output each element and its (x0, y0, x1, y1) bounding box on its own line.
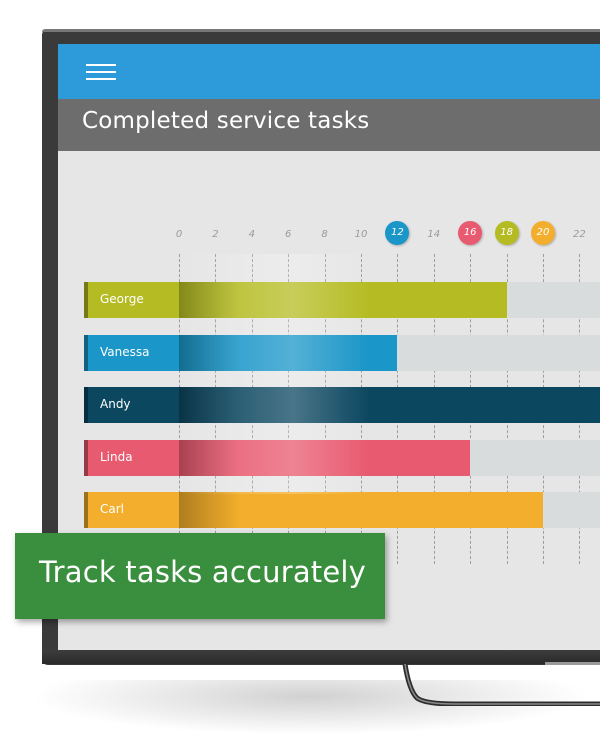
tv-bottom-bezel (42, 650, 600, 664)
x-tick-12: 12 (385, 221, 410, 245)
x-tick-4: 4 (248, 229, 255, 240)
chart-row-vanessa: Vanessa (84, 334, 600, 371)
x-tick-14: 14 (427, 229, 441, 240)
row-label: Carl (100, 502, 124, 516)
bar-vanessa (179, 334, 398, 371)
row-label: George (100, 292, 144, 306)
promo-banner: Track tasks accurately (15, 533, 385, 619)
tv-stand (402, 662, 600, 706)
title-bar: Completed service tasks (58, 99, 600, 151)
row-label: Andy (100, 397, 131, 411)
row-label-cell: Carl (84, 492, 179, 528)
hamburger-menu-icon[interactable] (86, 64, 116, 80)
x-tick-0: 0 (175, 229, 183, 240)
bar-andy (179, 387, 600, 423)
row-label-cell: Vanessa (84, 334, 179, 371)
banner-text: Track tasks accurately (39, 555, 367, 589)
chart-row-andy: Andy (84, 387, 600, 423)
x-tick-16: 16 (458, 221, 483, 245)
x-tick-6: 6 (285, 229, 292, 240)
x-tick-22: 22 (573, 229, 586, 240)
row-label-cell: Linda (84, 439, 179, 476)
x-tick-18: 18 (494, 221, 519, 245)
row-label: Linda (100, 449, 133, 464)
bar-shadow (179, 439, 239, 476)
row-label-cell: Andy (84, 387, 179, 423)
chart-row-george: George (84, 282, 600, 318)
row-label-cell: George (84, 282, 179, 318)
bar-shadow (179, 334, 239, 371)
bar-shadow (179, 282, 239, 318)
x-tick-20: 20 (531, 221, 555, 245)
bar-shadow (179, 492, 239, 528)
app-bar (58, 44, 600, 99)
chart-row-linda: Linda (84, 439, 600, 476)
stand-shadow (30, 680, 590, 735)
bar-shadow (179, 387, 239, 423)
row-label: Vanessa (100, 344, 150, 359)
x-tick-10: 10 (354, 229, 368, 240)
x-tick-2: 2 (212, 229, 219, 240)
bar-george (179, 282, 507, 318)
page-title: Completed service tasks (82, 108, 370, 134)
bar-linda (179, 439, 471, 476)
chart-row-carl: Carl (84, 492, 600, 528)
bar-carl (179, 492, 543, 528)
x-tick-8: 8 (321, 229, 328, 240)
